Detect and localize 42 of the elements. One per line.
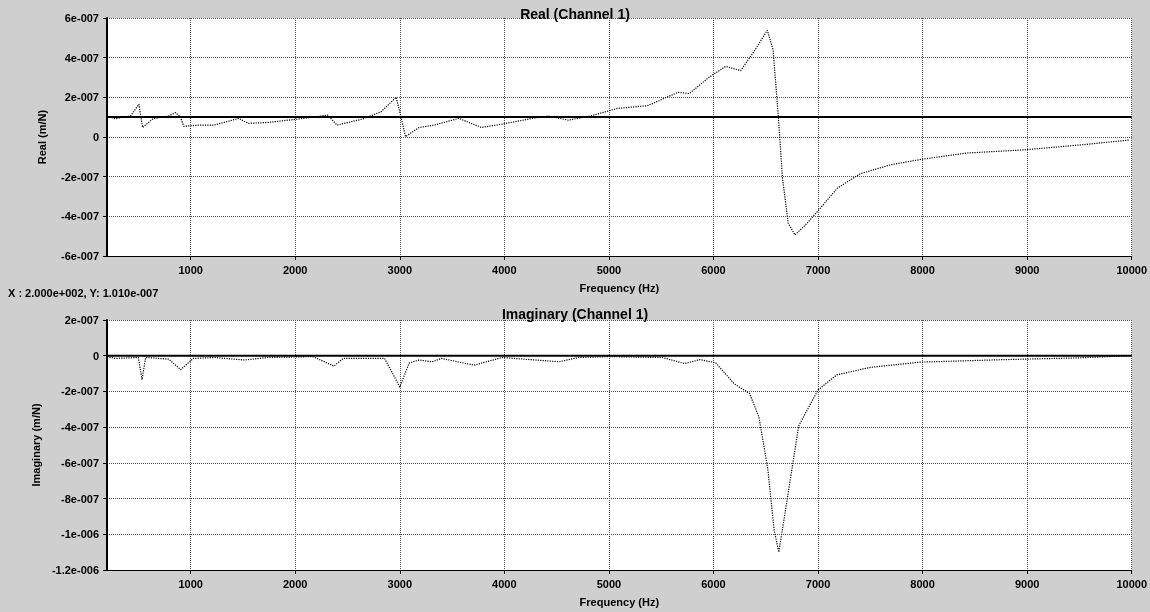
y-tick-label: -1.2e-006	[51, 564, 99, 576]
x-tick-label: 7000	[805, 263, 831, 276]
y-tick-label: -2e-007	[61, 170, 99, 183]
y-tick-label: 0	[92, 131, 99, 143]
y-tick-label: -2e-007	[61, 385, 99, 398]
y-tick-label: 6e-007	[64, 12, 99, 24]
y-tick-label: 2e-007	[64, 91, 99, 104]
x-tick-label: 9000	[1014, 577, 1040, 590]
x-tick-label: 6000	[701, 577, 726, 590]
y-axis-title: Real (m/N)	[35, 109, 48, 165]
x-tick-label: 3000	[387, 263, 413, 276]
y-tick-label: -4e-007	[61, 210, 99, 223]
y-tick-label: 2e-007	[64, 314, 99, 326]
y-tick-label: -1e-006	[61, 528, 99, 541]
y-tick-label: -6e-007	[61, 456, 99, 469]
y-tick-label: 4e-007	[64, 51, 99, 64]
y-tick-label: -4e-007	[61, 421, 99, 434]
x-tick-label: 10000	[1116, 263, 1147, 276]
x-tick-label: 1000	[178, 263, 203, 276]
x-tick-label: 2000	[282, 577, 308, 590]
x-tick-label: 5000	[596, 577, 622, 590]
x-tick-label: 3000	[387, 577, 413, 590]
x-tick-label: 8000	[910, 263, 935, 276]
x-tick-label: 6000	[701, 263, 726, 276]
x-tick-label: 7000	[805, 577, 831, 590]
text: X : 2.000e+002, Y: 1.010e-007	[8, 286, 159, 299]
x-tick-label: 9000	[1014, 263, 1040, 276]
x-axis-title: Frequency (Hz)	[579, 595, 660, 608]
x-tick-label: 4000	[492, 263, 517, 276]
x-tick-label: 2000	[282, 263, 308, 276]
y-tick-label: -6e-007	[61, 250, 99, 262]
x-tick-label: 10000	[1116, 577, 1147, 590]
y-tick-label: -8e-007	[61, 492, 99, 505]
chart-title: Real (Channel 1)	[520, 6, 630, 22]
x-tick-label: 1000	[178, 577, 203, 590]
x-tick-label: 5000	[596, 263, 622, 276]
y-axis-title: Imaginary (m/N)	[29, 403, 42, 487]
x-tick-label: 4000	[492, 577, 517, 590]
y-tick-label: 0	[92, 349, 99, 362]
x-tick-label: 8000	[910, 577, 935, 590]
x-axis-title: Frequency (Hz)	[579, 281, 660, 294]
chart-title: Imaginary (Channel 1)	[501, 306, 649, 322]
